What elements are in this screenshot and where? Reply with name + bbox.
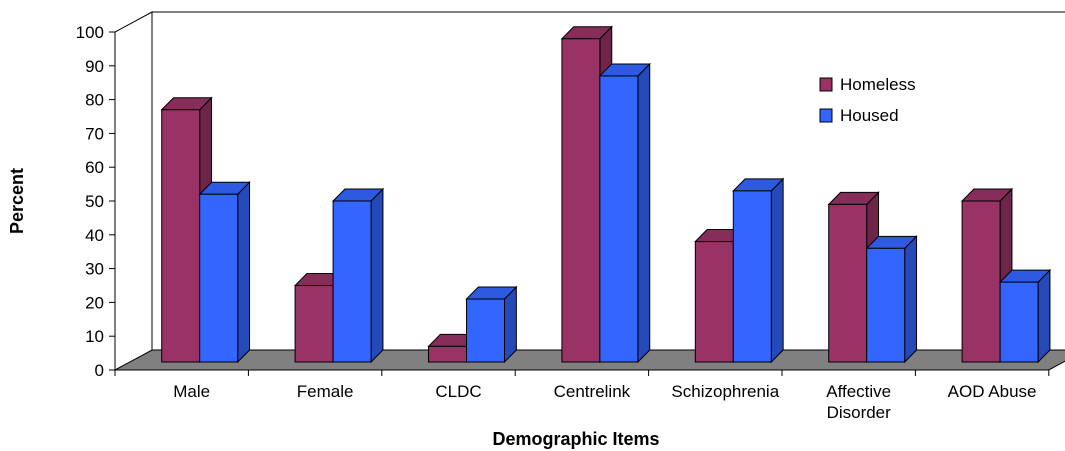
y-axis: 0 10 20 30 40 50 60 70 80 90 100: [76, 23, 116, 380]
bar: [598, 62, 651, 364]
y-tick-label: 30: [85, 260, 104, 279]
x-tick-label: Schizophrenia: [671, 382, 779, 401]
x-tick-label: Male: [173, 382, 210, 401]
bar: [198, 181, 251, 364]
y-tick-label: 70: [85, 124, 104, 143]
legend-swatch: [819, 77, 833, 92]
legend-label: Homeless: [840, 75, 916, 94]
x-tick-label: CLDC: [435, 382, 481, 401]
x-tick-label: Affective Disorder: [826, 382, 891, 422]
legend: Homeless Housed: [819, 75, 916, 125]
y-tick-label: 40: [85, 226, 104, 245]
y-axis-title: Percent: [7, 168, 27, 234]
x-axis: Male Female CLDC Centrelink Schizophrenia Aff…: [114, 369, 1050, 422]
y-tick-label: 50: [85, 192, 104, 211]
bar: [465, 285, 518, 364]
bar: [331, 187, 385, 364]
y-tick-label: 60: [85, 158, 104, 177]
y-tick-label: 100: [76, 23, 104, 42]
y-tick-label: 80: [85, 91, 104, 110]
side-wall: [114, 11, 153, 370]
y-tick-label: 20: [85, 293, 104, 312]
legend-label: Housed: [840, 106, 899, 125]
x-tick-label: Female: [297, 382, 354, 401]
bar: [865, 235, 918, 364]
chart-bars: [160, 25, 1052, 364]
y-tick-label: 10: [85, 327, 104, 346]
x-axis-title: Demographic Items: [492, 429, 659, 449]
y-tick-label: 0: [95, 361, 104, 380]
bar: [998, 268, 1052, 364]
x-tick-label: Centrelink: [554, 382, 631, 401]
legend-swatch: [819, 108, 833, 123]
x-tick-label: AOD Abuse: [948, 382, 1037, 401]
y-tick-label: 90: [85, 57, 104, 76]
bar: [732, 177, 785, 364]
